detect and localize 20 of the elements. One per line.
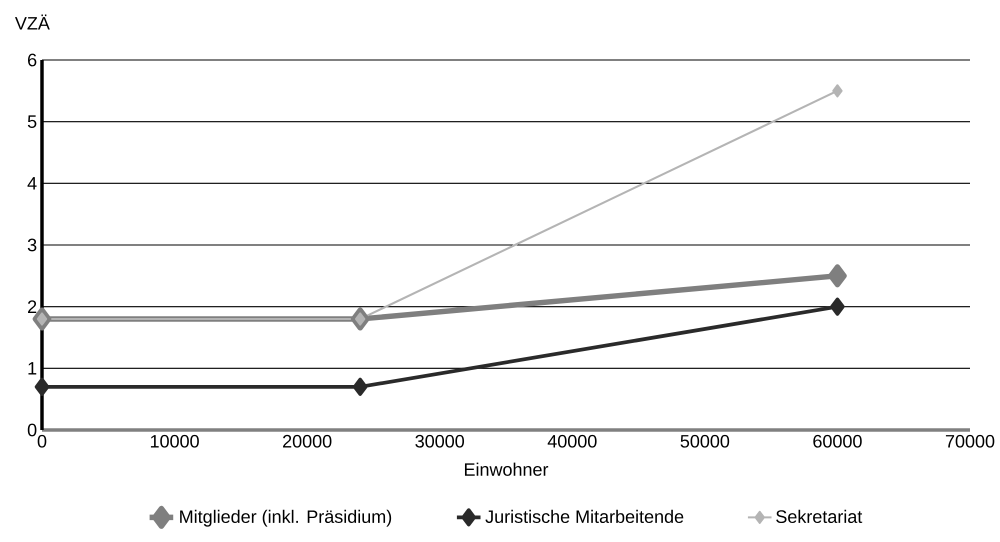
y-tick-label: 4: [28, 177, 37, 190]
y-tick-label: 6: [28, 54, 36, 66]
y-tick-label: 0: [28, 424, 36, 436]
legend-label: Juristische Mitarbeitende: [485, 510, 684, 524]
x-tick-label: 40000: [548, 434, 597, 448]
y-tick-label: 1: [28, 362, 36, 375]
y-tick-label: 5: [28, 115, 36, 128]
x-tick-label: 50000: [680, 434, 730, 448]
x-axis-title: Einwohner: [464, 462, 548, 476]
x-tick-label: 30000: [415, 434, 464, 448]
x-tick-label: 20000: [283, 434, 332, 448]
y-tick-label: 3: [28, 238, 36, 252]
x-tick-label: 60000: [813, 434, 862, 448]
x-tick-label: 70000: [946, 434, 994, 448]
legend-label: Sekretariat: [776, 510, 862, 524]
y-axis-title: VZÄ: [14, 14, 50, 30]
y-tick-label: 2: [28, 300, 36, 313]
x-tick-label: 0: [38, 434, 46, 448]
legend-label: Mitglieder (inkl. Präsidium): [180, 510, 392, 527]
x-tick-label: 10000: [150, 434, 199, 448]
